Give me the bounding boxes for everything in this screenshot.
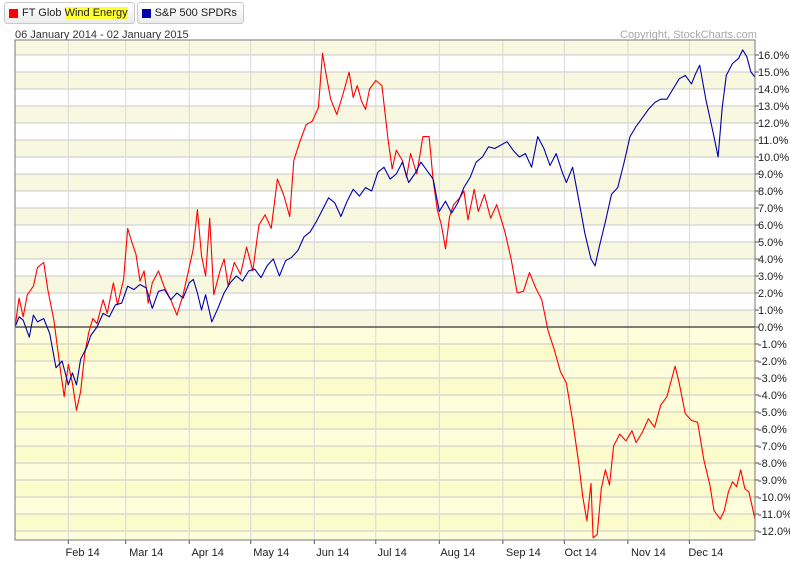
chart-band xyxy=(15,429,755,446)
y-tick-label: 5.0% xyxy=(758,237,783,249)
y-tick-label: 10.0% xyxy=(758,152,789,164)
chart-band xyxy=(15,89,755,106)
y-tick-label: 1.0% xyxy=(758,305,783,317)
x-axis: Feb 14 Mar 14 Apr 14 May 14 Jun 14 Jul 14 Aug … xyxy=(66,540,723,559)
x-tick-label: Jul 14 xyxy=(377,547,406,559)
legend: FT Glob Wind Energy S&P 500 SPDRs xyxy=(4,2,246,24)
y-tick-label: 3.0% xyxy=(758,271,783,283)
y-tick-label: 15.0% xyxy=(758,67,789,79)
x-tick-label: Feb 14 xyxy=(66,547,100,559)
y-axis: 16.0% 15.0% 14.0% 13.0% 12.0% 11.0% 10.0% 9.0% 8… xyxy=(755,50,790,538)
y-tick-label: -7.0% xyxy=(758,441,787,453)
chart-band xyxy=(15,157,755,174)
legend-item-sp500[interactable]: S&P 500 SPDRs xyxy=(136,2,244,24)
legend-label-wind-energy-highlight: Wind Energy xyxy=(64,7,128,19)
x-tick-label: May 14 xyxy=(253,547,289,559)
chart-band xyxy=(15,140,755,157)
chart-band xyxy=(15,191,755,208)
x-tick-label: Mar 14 xyxy=(129,547,163,559)
chart-band xyxy=(15,463,755,480)
x-tick-label: Dec 14 xyxy=(688,547,723,559)
y-tick-label: 12.0% xyxy=(758,118,789,130)
chart-frame xyxy=(14,39,756,541)
y-tick-label: -2.0% xyxy=(758,356,787,368)
y-tick-label: 9.0% xyxy=(758,169,783,181)
y-tick-label: 7.0% xyxy=(758,203,783,215)
y-tick-label: -5.0% xyxy=(758,407,787,419)
y-tick-label: 13.0% xyxy=(758,101,789,113)
legend-swatch-wind-energy xyxy=(9,8,18,18)
chart-band xyxy=(15,174,755,191)
legend-label-sp500: S&P 500 SPDRs xyxy=(154,7,237,19)
chart-band xyxy=(15,259,755,276)
y-tick-label: -11.0% xyxy=(758,509,790,521)
chart-band xyxy=(15,514,755,531)
chart-series xyxy=(14,49,756,539)
chart-band xyxy=(15,55,755,72)
chart-band xyxy=(15,497,755,514)
x-tick-label: Oct 14 xyxy=(565,547,597,559)
x-tick-label: Apr 14 xyxy=(191,547,223,559)
y-tick-label: -10.0% xyxy=(758,492,790,504)
chart-band xyxy=(15,123,755,140)
date-range: 06 January 2014 - 02 January 2015 xyxy=(15,29,189,41)
chart-band xyxy=(15,446,755,463)
y-tick-label: 4.0% xyxy=(758,254,783,266)
chart-band xyxy=(15,242,755,259)
y-tick-label: -3.0% xyxy=(758,373,787,385)
chart-band xyxy=(15,310,755,327)
legend-swatch-sp500 xyxy=(141,8,151,18)
y-tick-label: 16.0% xyxy=(758,50,789,62)
x-tick-label: Aug 14 xyxy=(440,547,475,559)
chart-band xyxy=(15,72,755,89)
copyright: Copyright, StockCharts.com xyxy=(620,29,757,41)
y-tick-label: 8.0% xyxy=(758,186,783,198)
series-line-1 xyxy=(14,49,756,386)
chart-band xyxy=(15,276,755,293)
chart-band xyxy=(15,344,755,361)
y-tick-label: -1.0% xyxy=(758,339,787,351)
y-tick-label: -8.0% xyxy=(758,458,787,470)
series-line-0 xyxy=(14,52,756,539)
x-tick-label: Sep 14 xyxy=(506,547,541,559)
y-tick-label: 14.0% xyxy=(758,84,789,96)
y-tick-label: 0.0% xyxy=(758,322,783,334)
y-tick-label: -4.0% xyxy=(758,390,787,402)
chart-band xyxy=(15,531,755,540)
chart-grid xyxy=(15,40,755,540)
y-tick-label: 11.0% xyxy=(758,135,789,147)
y-tick-label: 6.0% xyxy=(758,220,783,232)
y-tick-label: -12.0% xyxy=(758,526,790,538)
legend-item-wind-energy[interactable]: FT Glob Wind Energy xyxy=(4,2,135,24)
x-tick-label: Nov 14 xyxy=(631,547,666,559)
chart-band xyxy=(15,361,755,378)
y-tick-label: -6.0% xyxy=(758,424,787,436)
chart-band xyxy=(15,378,755,395)
chart-band xyxy=(15,480,755,497)
y-tick-label: 2.0% xyxy=(758,288,783,300)
chart-band xyxy=(15,40,755,55)
chart-band xyxy=(15,327,755,344)
y-tick-label: -9.0% xyxy=(758,475,787,487)
plot-frame xyxy=(14,39,756,541)
chart-band xyxy=(15,208,755,225)
x-tick-label: Jun 14 xyxy=(316,547,349,559)
chart-band xyxy=(15,412,755,429)
legend-label-wind-energy-prefix: FT Glob xyxy=(22,7,65,19)
